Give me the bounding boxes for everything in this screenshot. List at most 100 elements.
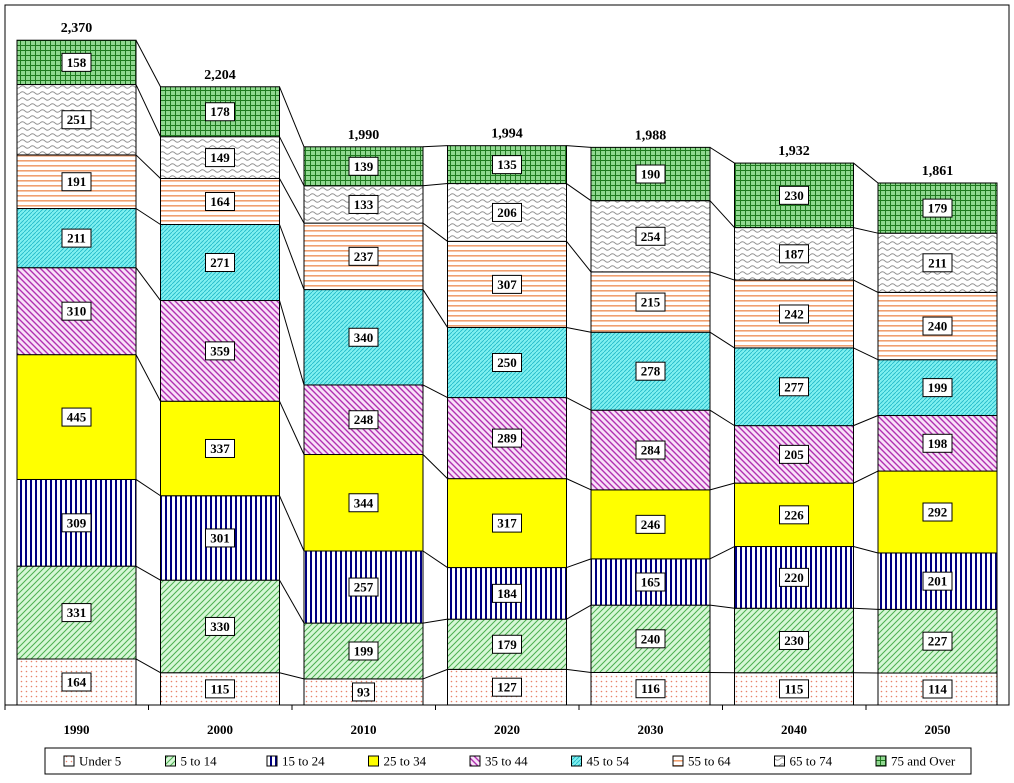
- connector-line: [280, 225, 305, 290]
- connector-line: [854, 348, 879, 360]
- legend-swatch-35-to-44: [470, 756, 480, 766]
- value-label-2040-25-to-34: 226: [784, 507, 804, 522]
- legend-label-75-and-over: 75 and Over: [891, 754, 956, 769]
- legend-swatch-under-5: [64, 756, 74, 766]
- connector-line: [280, 673, 305, 679]
- connector-line: [710, 272, 735, 280]
- connector-line: [710, 605, 735, 608]
- connector-line: [136, 155, 161, 179]
- connector-line: [567, 184, 592, 201]
- connector-line: [423, 146, 448, 147]
- connector-line: [567, 327, 592, 332]
- value-label-2000-75-and-over: 178: [210, 104, 230, 119]
- legend-label-under-5: Under 5: [79, 754, 121, 769]
- value-label-2020-5-to-14: 179: [497, 637, 517, 652]
- value-label-2030-25-to-34: 246: [641, 517, 661, 532]
- legend-label-15-to-24: 15 to 24: [282, 754, 325, 769]
- x-tick-label-2030: 2030: [638, 722, 664, 737]
- connector-line: [280, 580, 305, 623]
- connector-line: [280, 87, 305, 147]
- connector-line: [423, 551, 448, 568]
- legend-label-45-to-54: 45 to 54: [587, 754, 630, 769]
- value-label-2030-75-and-over: 190: [641, 167, 661, 182]
- value-label-2040-65-to-74: 187: [784, 246, 804, 261]
- x-tick-label-2020: 2020: [494, 722, 520, 737]
- connector-line: [423, 669, 448, 679]
- value-label-2010-5-to-14: 199: [354, 644, 374, 659]
- connector-line: [854, 547, 879, 553]
- x-tick-label-1990: 1990: [64, 722, 90, 737]
- legend-label-5-to-14: 5 to 14: [181, 754, 218, 769]
- legend-label-25-to-34: 25 to 34: [384, 754, 427, 769]
- value-label-2040-35-to-44: 205: [784, 447, 804, 462]
- value-label-2030-55-to-64: 215: [641, 295, 661, 310]
- connector-line: [854, 608, 879, 609]
- value-label-2020-65-to-74: 206: [497, 205, 517, 220]
- value-label-2030-45-to-54: 278: [641, 364, 661, 379]
- total-label-2040: 1,932: [778, 144, 810, 159]
- value-label-2000-55-to-64: 164: [210, 194, 230, 209]
- connector-line: [136, 268, 161, 301]
- value-label-2000-5-to-14: 330: [210, 619, 230, 634]
- value-label-2040-under-5: 115: [785, 681, 804, 696]
- connector-line: [423, 619, 448, 623]
- value-label-1990-5-to-14: 331: [67, 605, 87, 620]
- value-label-2000-65-to-74: 149: [210, 150, 230, 165]
- value-label-2040-45-to-54: 277: [784, 379, 804, 394]
- connector-line: [710, 547, 735, 559]
- x-tick-label-2050: 2050: [925, 722, 951, 737]
- connector-line: [136, 659, 161, 673]
- value-label-2050-5-to-14: 227: [928, 634, 948, 649]
- value-label-2030-15-to-24: 165: [641, 575, 661, 590]
- legend-swatch-65-to-74: [775, 756, 785, 766]
- connector-line: [854, 228, 879, 234]
- legend-swatch-25-to-34: [369, 756, 379, 766]
- connector-line: [567, 669, 592, 672]
- value-label-2010-75-and-over: 139: [354, 159, 374, 174]
- connector-line: [710, 410, 735, 425]
- value-label-1990-65-to-74: 251: [67, 112, 87, 127]
- value-label-2050-under-5: 114: [928, 682, 947, 697]
- legend-label-55-to-64: 55 to 64: [688, 754, 731, 769]
- connector-line: [854, 416, 879, 426]
- total-label-2000: 2,204: [204, 68, 236, 83]
- connector-line: [710, 147, 735, 163]
- legend-swatch-75-and-over: [876, 756, 886, 766]
- value-label-2010-25-to-34: 344: [354, 495, 374, 510]
- value-label-2050-65-to-74: 211: [928, 255, 947, 270]
- value-label-2010-15-to-24: 257: [354, 580, 374, 595]
- legend-swatch-15-to-24: [267, 756, 277, 766]
- total-label-2050: 1,861: [922, 164, 954, 179]
- value-label-2010-45-to-54: 340: [354, 330, 374, 345]
- connector-line: [567, 559, 592, 568]
- value-label-1990-55-to-64: 191: [67, 174, 87, 189]
- x-tick-label-2000: 2000: [207, 722, 233, 737]
- value-label-2040-55-to-64: 242: [784, 306, 804, 321]
- connector-line: [710, 483, 735, 490]
- connector-line: [136, 479, 161, 495]
- value-label-2050-15-to-24: 201: [928, 574, 948, 589]
- value-label-2030-5-to-14: 240: [641, 631, 661, 646]
- total-label-2010: 1,990: [348, 128, 380, 143]
- value-label-2010-55-to-64: 237: [354, 249, 374, 264]
- value-label-2000-45-to-54: 271: [210, 255, 230, 270]
- value-label-2050-25-to-34: 292: [928, 505, 948, 520]
- value-label-2040-75-and-over: 230: [784, 188, 804, 203]
- connector-line: [136, 355, 161, 402]
- value-label-2020-35-to-44: 289: [497, 431, 517, 446]
- connector-line: [136, 85, 161, 137]
- legend-label-35-to-44: 35 to 44: [485, 754, 528, 769]
- legend-swatch-45-to-54: [572, 756, 582, 766]
- value-label-2050-75-and-over: 179: [928, 201, 948, 216]
- connector-line: [567, 398, 592, 411]
- value-label-1990-25-to-34: 445: [67, 410, 87, 425]
- x-tick-label-2040: 2040: [781, 722, 807, 737]
- value-label-2020-15-to-24: 184: [497, 586, 517, 601]
- connector-line: [136, 209, 161, 225]
- connector-line: [280, 301, 305, 385]
- value-label-2000-25-to-34: 337: [210, 441, 230, 456]
- legend-swatch-55-to-64: [673, 756, 683, 766]
- connector-line: [567, 605, 592, 619]
- legend: Under 5 5 to 14 15 to 24 25 to 34 35 to 44 45…: [64, 754, 956, 769]
